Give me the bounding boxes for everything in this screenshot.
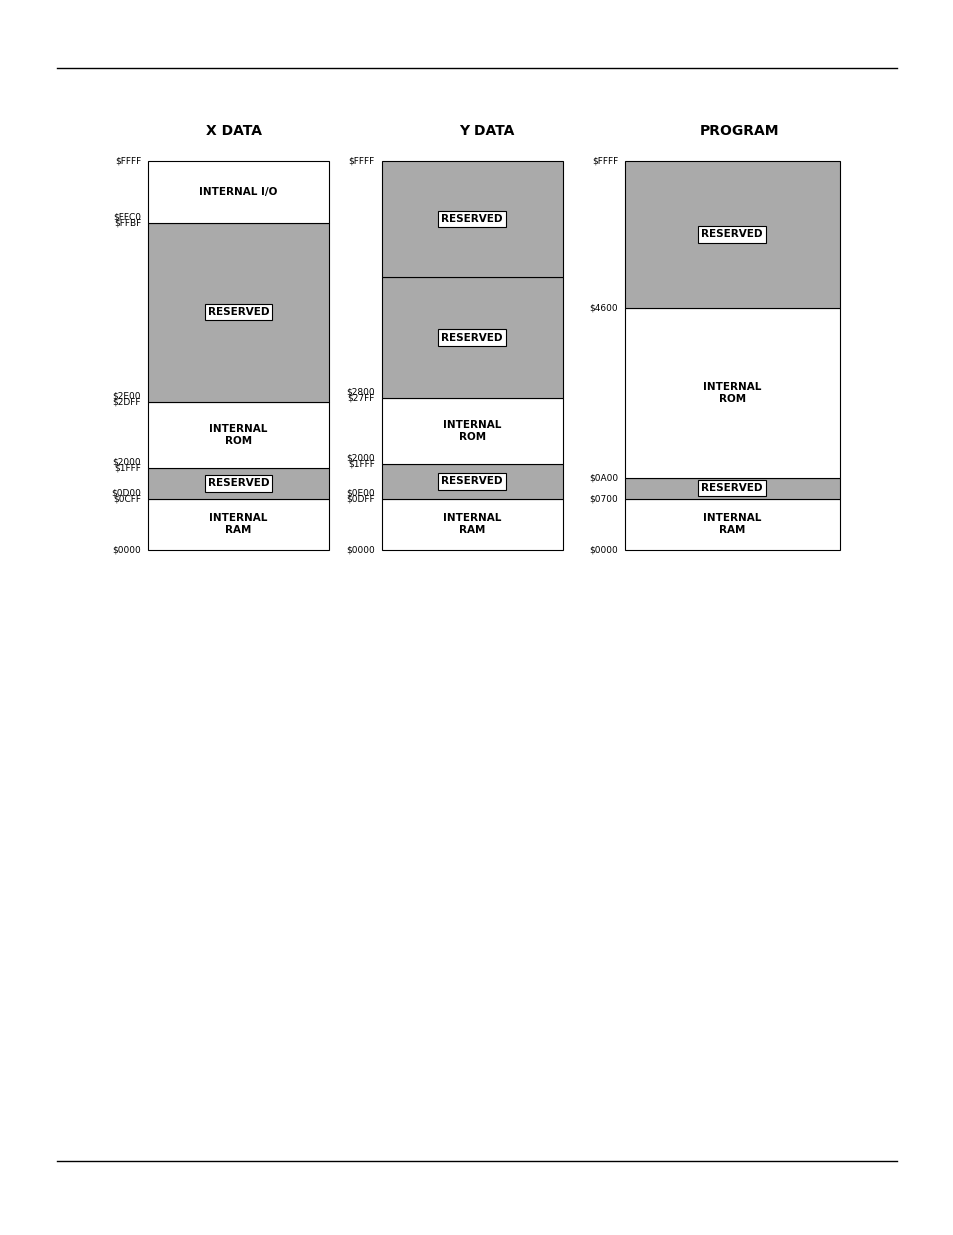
Text: $2000: $2000 bbox=[112, 457, 141, 467]
Text: $0DFF: $0DFF bbox=[346, 494, 375, 504]
Text: $0000: $0000 bbox=[589, 545, 618, 555]
Text: $1FFF: $1FFF bbox=[348, 459, 375, 468]
Text: $2800: $2800 bbox=[346, 388, 375, 396]
Text: Y DATA: Y DATA bbox=[458, 125, 514, 138]
Bar bbox=[148, 161, 329, 222]
Text: $4600: $4600 bbox=[589, 304, 618, 312]
Text: $2000: $2000 bbox=[346, 453, 375, 463]
Text: RESERVED: RESERVED bbox=[208, 308, 269, 317]
Text: INTERNAL I/O: INTERNAL I/O bbox=[199, 186, 277, 196]
Text: RESERVED: RESERVED bbox=[208, 478, 269, 488]
Text: $FFBF: $FFBF bbox=[113, 219, 141, 227]
Text: RESERVED: RESERVED bbox=[441, 332, 502, 342]
Text: $1FFF: $1FFF bbox=[114, 463, 141, 472]
Bar bbox=[624, 499, 839, 550]
Text: RESERVED: RESERVED bbox=[441, 214, 502, 224]
Text: $2DFF: $2DFF bbox=[112, 398, 141, 406]
Text: RESERVED: RESERVED bbox=[700, 483, 762, 493]
Text: $FFFF: $FFFF bbox=[114, 156, 141, 165]
Text: PROGRAM: PROGRAM bbox=[699, 125, 779, 138]
Bar bbox=[381, 278, 562, 398]
Text: INTERNAL
RAM: INTERNAL RAM bbox=[209, 514, 268, 535]
Text: $2E00: $2E00 bbox=[112, 391, 141, 400]
Text: INTERNAL
ROM: INTERNAL ROM bbox=[442, 420, 501, 442]
Bar bbox=[148, 468, 329, 499]
Text: $0000: $0000 bbox=[346, 545, 375, 555]
Bar bbox=[381, 499, 562, 550]
Text: $FFFF: $FFFF bbox=[348, 156, 375, 165]
Text: RESERVED: RESERVED bbox=[700, 230, 762, 240]
Text: INTERNAL
ROM: INTERNAL ROM bbox=[209, 424, 268, 446]
Text: $0700: $0700 bbox=[589, 494, 618, 504]
Text: INTERNAL
RAM: INTERNAL RAM bbox=[442, 514, 501, 535]
Bar bbox=[148, 499, 329, 550]
Text: RESERVED: RESERVED bbox=[441, 477, 502, 487]
Text: $0000: $0000 bbox=[112, 545, 141, 555]
Text: $FFC0: $FFC0 bbox=[113, 212, 141, 221]
Bar bbox=[381, 464, 562, 499]
Bar bbox=[624, 478, 839, 499]
Text: INTERNAL
ROM: INTERNAL ROM bbox=[702, 382, 760, 404]
Text: X DATA: X DATA bbox=[206, 125, 261, 138]
Text: $0A00: $0A00 bbox=[588, 473, 618, 482]
Text: INTERNAL
RAM: INTERNAL RAM bbox=[702, 514, 760, 535]
Bar bbox=[381, 161, 562, 278]
Text: $0E00: $0E00 bbox=[346, 489, 375, 498]
Bar bbox=[381, 398, 562, 464]
Text: $FFFF: $FFFF bbox=[591, 156, 618, 165]
Text: $27FF: $27FF bbox=[347, 394, 375, 403]
Bar bbox=[624, 161, 839, 309]
Text: $0CFF: $0CFF bbox=[113, 494, 141, 504]
Bar bbox=[148, 401, 329, 468]
Bar bbox=[624, 309, 839, 478]
Text: $0D00: $0D00 bbox=[112, 489, 141, 498]
Bar bbox=[148, 222, 329, 401]
